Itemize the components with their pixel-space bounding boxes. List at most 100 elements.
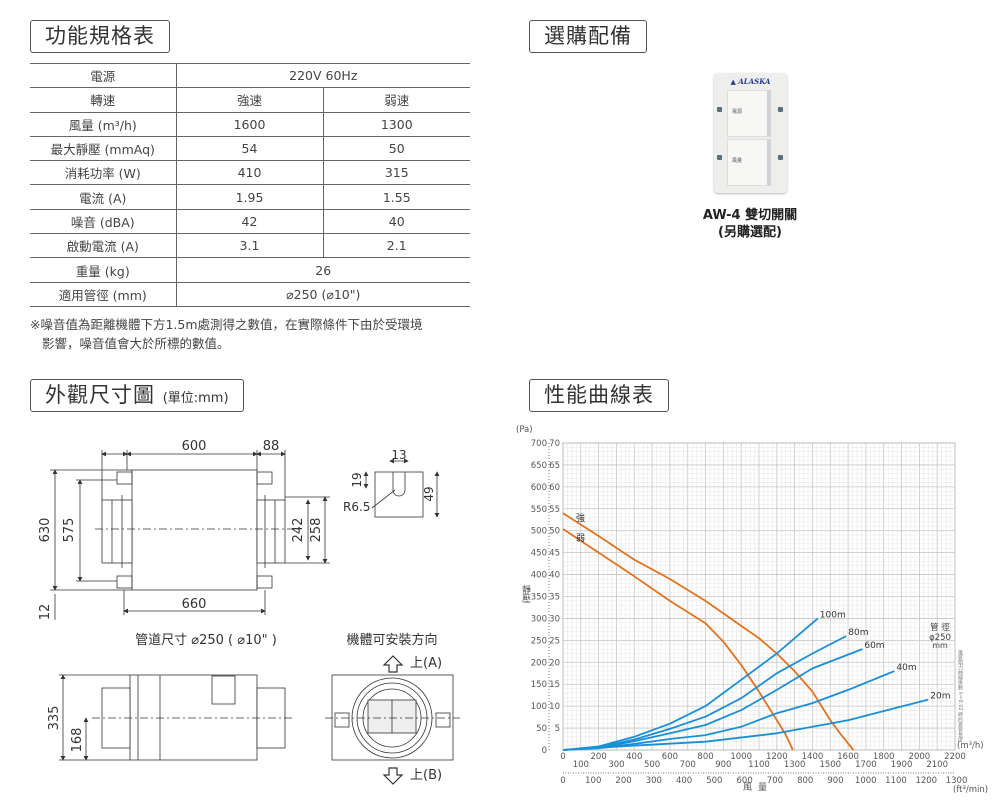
x2-tick-label: 1300 bbox=[946, 776, 968, 786]
strong-speed-curve bbox=[562, 512, 855, 751]
y-mmaq-tick-label: 25 bbox=[549, 636, 560, 646]
strong-speed-curve-label: 強 bbox=[576, 512, 585, 524]
noise-note: ※噪音值為距離機體下方1.5m處測得之數值，在實際條件下由於受環境 影響，噪音值… bbox=[30, 315, 480, 353]
spec-strong-value: 1600 bbox=[176, 111, 324, 137]
side-view: 335 168 bbox=[47, 674, 295, 761]
x-tick-label: 600 bbox=[662, 752, 678, 762]
duct-20m-curve-label: 20m bbox=[930, 692, 950, 702]
x-tick-label: 2100 bbox=[926, 760, 948, 770]
y-pa-tick-label: 300 bbox=[531, 614, 547, 624]
x-tick-label: 1200 bbox=[766, 752, 788, 762]
x-tick-label: 2200 bbox=[944, 752, 966, 762]
arrow-up-icon bbox=[382, 655, 404, 673]
spec-weak-value: 2.1 bbox=[323, 233, 470, 258]
spec-label: 適用管徑 (mm) bbox=[30, 281, 177, 307]
switch-caption: AW-4 雙切開關 (另購選配) bbox=[660, 207, 840, 241]
spec-row: 轉速 強速 弱速 bbox=[30, 87, 470, 113]
y-pa-tick-label: 550 bbox=[531, 505, 547, 515]
spec-row: 啟動電流 (A) 3.1 2.1 bbox=[30, 233, 470, 258]
note-line: 影響，噪音值會大於所標的數值。 bbox=[42, 336, 230, 351]
y-pa-tick-label: 350 bbox=[531, 593, 547, 603]
x2-tick-label: 600 bbox=[737, 776, 753, 786]
spec-label: 轉速 bbox=[30, 87, 177, 113]
x2-tick-label: 900 bbox=[827, 776, 843, 786]
spec-row: 電源 220V 60Hz bbox=[30, 62, 470, 88]
spec-strong-value: 強速 bbox=[176, 87, 324, 113]
spec-row: 噪音 (dBA) 42 40 bbox=[30, 208, 470, 234]
mount-direction-title: 機體可安裝方向 bbox=[346, 632, 437, 648]
dim-630: 630 bbox=[38, 518, 53, 543]
y-pa-tick-label: 200 bbox=[531, 658, 547, 668]
x2-tick-label: 100 bbox=[585, 776, 601, 786]
dim-575: 575 bbox=[62, 518, 77, 543]
y-pa-tick-label: 700 bbox=[531, 439, 547, 449]
spec-section-title: 功能規格表 bbox=[30, 20, 170, 53]
x-axis-label: 風量 bbox=[743, 782, 773, 793]
spec-weak-value: 315 bbox=[323, 160, 470, 185]
spec-row: 電流 (A) 1.95 1.55 bbox=[30, 184, 470, 210]
dimension-section-title: 外觀尺寸圖 (單位:mm) bbox=[30, 379, 244, 412]
switch-model: AW-4 雙切開關 bbox=[702, 208, 798, 223]
y-pa-unit: (Pa) bbox=[516, 425, 533, 435]
y-pa-tick-label: 500 bbox=[531, 527, 547, 537]
y-mmaq-tick-label: 50 bbox=[549, 527, 560, 537]
alaska-logo: ▲ ALASKA bbox=[730, 77, 771, 86]
y-mmaq-tick-label: 65 bbox=[549, 461, 560, 471]
accessory-section-title: 選購配備 bbox=[529, 20, 647, 53]
x-tick-label: 1300 bbox=[784, 760, 806, 770]
y-mmaq-tick-label: 45 bbox=[549, 549, 560, 559]
dim-49: 49 bbox=[422, 486, 436, 501]
y-mmaq-tick-label: 30 bbox=[549, 614, 560, 624]
dim-242: 242 bbox=[291, 518, 306, 543]
y-mmaq-tick-label: 5 bbox=[555, 724, 560, 734]
y-pa-tick-label: 400 bbox=[531, 571, 547, 581]
spec-label: 電流 (A) bbox=[30, 184, 177, 210]
x-unit: (m³/h) bbox=[957, 741, 984, 751]
indicator-icon bbox=[717, 107, 722, 112]
x2-tick-label: 200 bbox=[615, 776, 631, 786]
duct-40m-curve-label: 40m bbox=[896, 663, 916, 673]
spec-label: 電源 bbox=[30, 62, 177, 88]
spec-value: 26 bbox=[176, 257, 470, 283]
y-mmaq-tick-label: 70 bbox=[549, 439, 560, 449]
y-pa-tick-label: 50 bbox=[536, 724, 547, 734]
dim-600: 600 bbox=[182, 439, 207, 454]
duct-100m-curve-label: 100m bbox=[820, 610, 846, 620]
bracket-detail: 13 19 49 R6.5 bbox=[343, 448, 440, 518]
duct-60m-curve bbox=[562, 648, 863, 751]
x2-tick-label: 400 bbox=[676, 776, 692, 786]
y-pa-tick-label: 650 bbox=[531, 461, 547, 471]
front-view bbox=[325, 674, 460, 761]
spec-value: 220V 60Hz bbox=[176, 62, 470, 88]
y-mmaq-tick-label: 20 bbox=[549, 658, 560, 668]
power-key: 電源 bbox=[727, 90, 771, 137]
arrow-down-icon bbox=[382, 767, 404, 785]
y-pa-tick-label: 450 bbox=[531, 549, 547, 559]
x-tick-label: 300 bbox=[608, 760, 624, 770]
weak-speed-curve-label: 弱 bbox=[576, 533, 585, 544]
spec-row: 適用管徑 (mm) ⌀250 (⌀10") bbox=[30, 281, 470, 307]
spec-row: 消耗功率 (W) 410 315 bbox=[30, 160, 470, 185]
y-pa-tick-label: 150 bbox=[531, 680, 547, 690]
dim-168: 168 bbox=[70, 728, 85, 753]
y-pa-tick-label: 100 bbox=[531, 702, 547, 712]
speed-key: 風量 bbox=[727, 139, 771, 186]
spec-row: 重量 (kg) 26 bbox=[30, 257, 470, 283]
spec-label: 啟動電流 (A) bbox=[30, 233, 177, 258]
x-tick-label: 700 bbox=[680, 760, 696, 770]
x-tick-label: 400 bbox=[626, 752, 642, 762]
x2-tick-label: 700 bbox=[767, 776, 783, 786]
y-mmaq-tick-label: 10 bbox=[549, 702, 560, 712]
note-line: ※噪音值為距離機體下方1.5m處測得之數值，在實際條件下由於受環境 bbox=[30, 317, 423, 332]
x-tick-label: 100 bbox=[573, 760, 589, 770]
x2-tick-label: 500 bbox=[706, 776, 722, 786]
indicator-icon bbox=[717, 155, 722, 160]
indicator-icon bbox=[778, 107, 783, 112]
x-tick-label: 900 bbox=[715, 760, 731, 770]
spec-table: 電源 220V 60Hz 轉速 強速 弱速 風量 (m³/h) 1600 1300 最大靜壓 (… bbox=[30, 62, 470, 307]
dim-r6.5: R6.5 bbox=[343, 500, 370, 514]
x-tick-label: 1500 bbox=[819, 760, 841, 770]
dim-19: 19 bbox=[350, 472, 364, 487]
spec-strong-value: 1.95 bbox=[176, 184, 324, 210]
